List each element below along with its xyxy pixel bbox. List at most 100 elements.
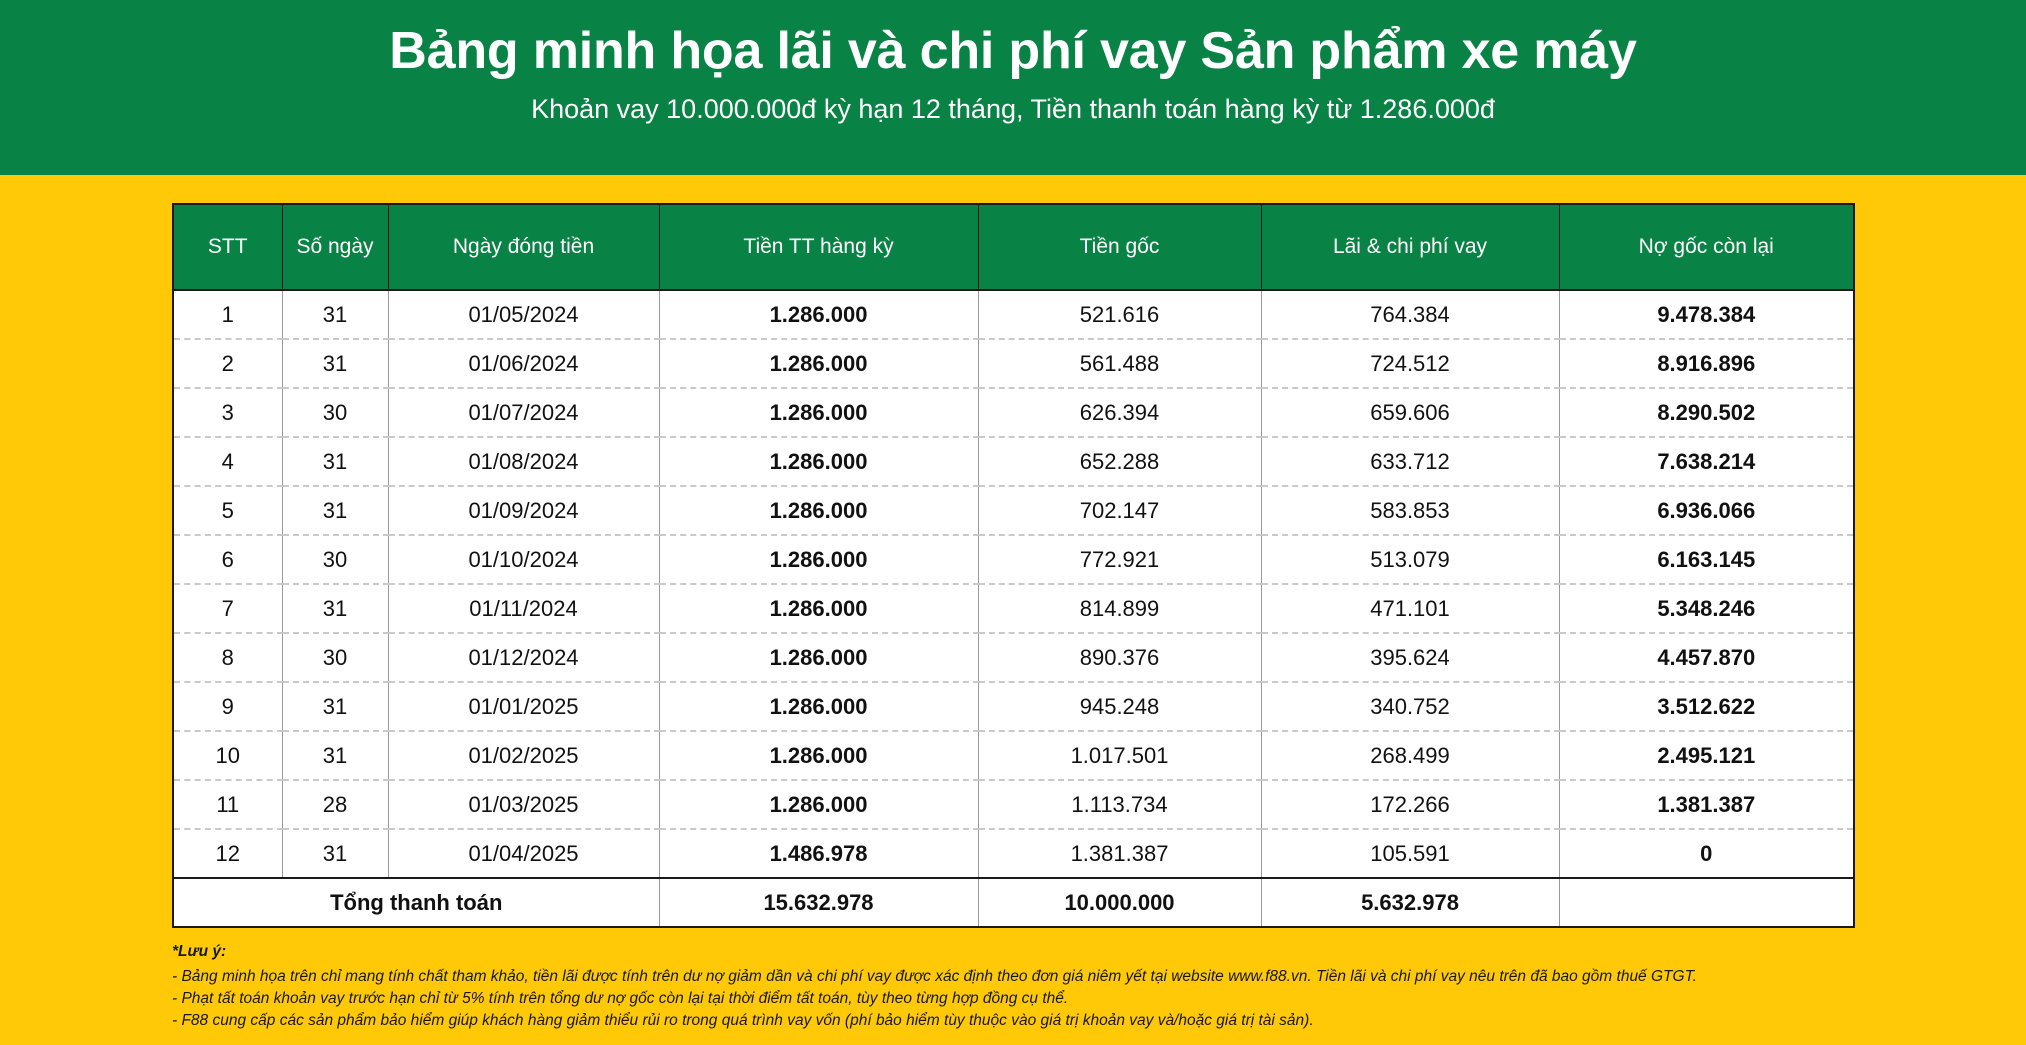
cell-date: 01/11/2024 — [388, 584, 660, 634]
cell-date: 01/09/2024 — [388, 486, 660, 536]
cell-remaining: 6.936.066 — [1559, 486, 1854, 536]
cell-payment: 1.286.000 — [659, 780, 979, 830]
cell-days: 31 — [282, 682, 389, 732]
cell-stt: 12 — [173, 829, 283, 879]
cell-interest: 659.606 — [1261, 388, 1560, 438]
cell-remaining: 8.916.896 — [1559, 339, 1854, 389]
cell-days: 31 — [282, 829, 389, 879]
cell-date: 01/07/2024 — [388, 388, 660, 438]
footnote-heading: *Lưu ý: — [172, 943, 227, 960]
cell-interest: 105.591 — [1261, 829, 1560, 879]
cell-principal: 814.899 — [978, 584, 1262, 634]
total-principal: 10.000.000 — [978, 877, 1262, 927]
cell-stt: 3 — [173, 388, 283, 438]
footnote-line: - Bảng minh họa trên chỉ mang tính chất … — [172, 968, 1697, 985]
table-row: 7 31 01/11/2024 1.286.000 814.899 471.10… — [173, 584, 1854, 634]
table-row: 6 30 01/10/2024 1.286.000 772.921 513.07… — [173, 535, 1854, 585]
table-row: 3 30 01/07/2024 1.286.000 626.394 659.60… — [173, 388, 1854, 438]
cell-payment: 1.286.000 — [659, 486, 979, 536]
table-row: 8 30 01/12/2024 1.286.000 890.376 395.62… — [173, 633, 1854, 683]
column-header-principal: Tiền gốc — [978, 204, 1262, 291]
table-total-row: Tổng thanh toán 15.632.978 10.000.000 5.… — [173, 877, 1854, 927]
column-header-date: Ngày đóng tiền — [388, 204, 660, 291]
cell-days: 31 — [282, 731, 389, 781]
column-header-interest: Lãi & chi phí vay — [1261, 204, 1560, 291]
cell-interest: 471.101 — [1261, 584, 1560, 634]
table-header: STT Số ngày Ngày đóng tiền Tiền TT hàng … — [173, 204, 1854, 291]
cell-principal: 945.248 — [978, 682, 1262, 732]
table-row: 5 31 01/09/2024 1.286.000 702.147 583.85… — [173, 486, 1854, 536]
cell-stt: 7 — [173, 584, 283, 634]
cell-date: 01/12/2024 — [388, 633, 660, 683]
cell-payment: 1.286.000 — [659, 339, 979, 389]
cell-principal: 521.616 — [978, 290, 1262, 340]
cell-payment: 1.286.000 — [659, 682, 979, 732]
footnote-line: - F88 cung cấp các sản phẩm bảo hiểm giú… — [172, 1012, 1314, 1029]
cell-principal: 1.017.501 — [978, 731, 1262, 781]
page-title: Bảng minh họa lãi và chi phí vay Sản phẩ… — [389, 22, 1637, 80]
table-row: 9 31 01/01/2025 1.286.000 945.248 340.75… — [173, 682, 1854, 732]
total-interest: 5.632.978 — [1261, 877, 1560, 927]
table-header-row: STT Số ngày Ngày đóng tiền Tiền TT hàng … — [173, 204, 1854, 291]
cell-interest: 633.712 — [1261, 437, 1560, 487]
cell-interest: 724.512 — [1261, 339, 1560, 389]
cell-days: 30 — [282, 633, 389, 683]
cell-days: 31 — [282, 339, 389, 389]
amortization-table-wrapper: STT Số ngày Ngày đóng tiền Tiền TT hàng … — [172, 203, 1855, 928]
cell-remaining: 0 — [1559, 829, 1854, 879]
cell-date: 01/02/2025 — [388, 731, 660, 781]
cell-principal: 626.394 — [978, 388, 1262, 438]
cell-stt: 2 — [173, 339, 283, 389]
column-header-days: Số ngày — [282, 204, 389, 291]
cell-date: 01/04/2025 — [388, 829, 660, 879]
header-banner: Bảng minh họa lãi và chi phí vay Sản phẩ… — [0, 0, 2026, 175]
cell-interest: 764.384 — [1261, 290, 1560, 340]
cell-interest: 340.752 — [1261, 682, 1560, 732]
cell-principal: 652.288 — [978, 437, 1262, 487]
cell-date: 01/01/2025 — [388, 682, 660, 732]
cell-stt: 1 — [173, 290, 283, 340]
cell-days: 31 — [282, 486, 389, 536]
cell-remaining: 1.381.387 — [1559, 780, 1854, 830]
cell-remaining: 5.348.246 — [1559, 584, 1854, 634]
cell-days: 30 — [282, 535, 389, 585]
cell-stt: 6 — [173, 535, 283, 585]
cell-principal: 702.147 — [978, 486, 1262, 536]
cell-payment: 1.286.000 — [659, 633, 979, 683]
column-header-payment: Tiền TT hàng kỳ — [659, 204, 979, 291]
table-row: 2 31 01/06/2024 1.286.000 561.488 724.51… — [173, 339, 1854, 389]
cell-interest: 172.266 — [1261, 780, 1560, 830]
cell-remaining: 9.478.384 — [1559, 290, 1854, 340]
total-remaining — [1559, 877, 1854, 927]
cell-principal: 561.488 — [978, 339, 1262, 389]
cell-remaining: 6.163.145 — [1559, 535, 1854, 585]
cell-principal: 1.381.387 — [978, 829, 1262, 879]
amortization-table: STT Số ngày Ngày đóng tiền Tiền TT hàng … — [172, 203, 1855, 928]
cell-date: 01/05/2024 — [388, 290, 660, 340]
table-row: 10 31 01/02/2025 1.286.000 1.017.501 268… — [173, 731, 1854, 781]
cell-date: 01/08/2024 — [388, 437, 660, 487]
cell-remaining: 2.495.121 — [1559, 731, 1854, 781]
cell-remaining: 7.638.214 — [1559, 437, 1854, 487]
cell-stt: 9 — [173, 682, 283, 732]
cell-stt: 5 — [173, 486, 283, 536]
cell-days: 28 — [282, 780, 389, 830]
table-row: 1 31 01/05/2024 1.286.000 521.616 764.38… — [173, 290, 1854, 340]
cell-stt: 11 — [173, 780, 283, 830]
cell-interest: 583.853 — [1261, 486, 1560, 536]
cell-interest: 513.079 — [1261, 535, 1560, 585]
cell-payment: 1.486.978 — [659, 829, 979, 879]
cell-payment: 1.286.000 — [659, 731, 979, 781]
cell-payment: 1.286.000 — [659, 290, 979, 340]
cell-remaining: 8.290.502 — [1559, 388, 1854, 438]
table-row: 12 31 01/04/2025 1.486.978 1.381.387 105… — [173, 829, 1854, 879]
cell-days: 31 — [282, 290, 389, 340]
footnotes: *Lưu ý: - Bảng minh họa trên chỉ mang tí… — [172, 941, 1932, 1032]
page-subtitle: Khoản vay 10.000.000đ kỳ hạn 12 tháng, T… — [531, 93, 1495, 124]
cell-payment: 1.286.000 — [659, 437, 979, 487]
cell-days: 31 — [282, 437, 389, 487]
cell-stt: 8 — [173, 633, 283, 683]
cell-date: 01/10/2024 — [388, 535, 660, 585]
column-header-stt: STT — [173, 204, 283, 291]
